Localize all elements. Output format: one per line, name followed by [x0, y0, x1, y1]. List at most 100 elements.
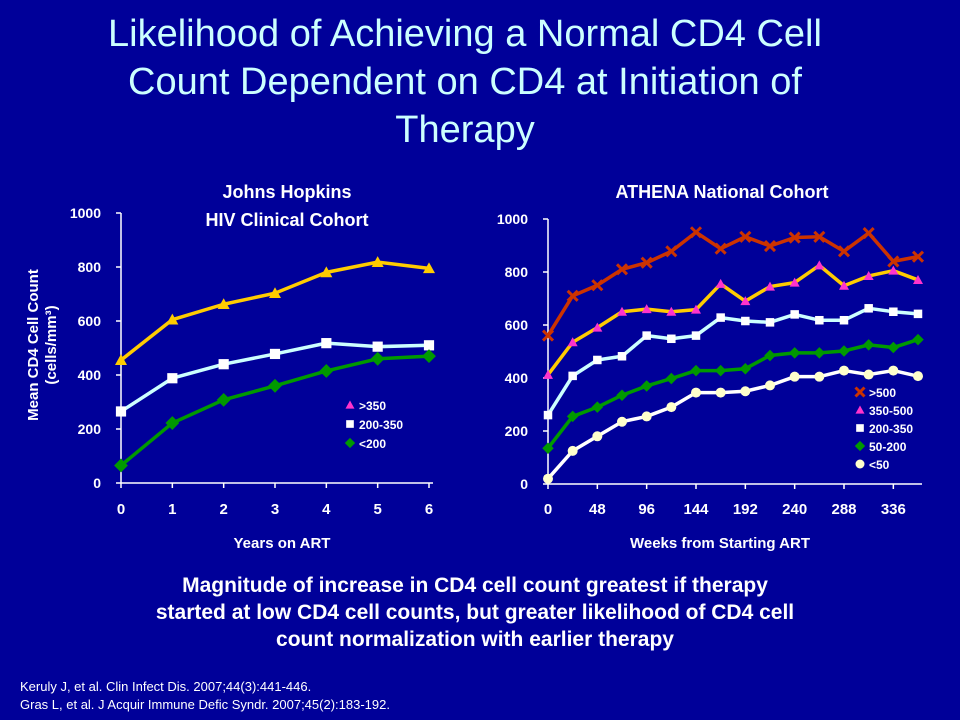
data-point [166, 313, 179, 325]
data-point [640, 380, 653, 392]
legend-marker-stroke [854, 386, 866, 398]
chart-title: Johns Hopkins [222, 182, 351, 202]
data-point [665, 245, 678, 258]
series-line [546, 263, 919, 376]
y-tick-label: 800 [78, 259, 102, 275]
x-tick-label: 96 [638, 501, 655, 518]
data-point-stroke [615, 263, 629, 276]
x-tick-label: 288 [831, 501, 856, 518]
x-axis-label: Weeks from Starting ART [630, 535, 810, 552]
data-point [370, 351, 385, 366]
data-point [568, 371, 577, 381]
data-point-stroke [788, 231, 801, 244]
x-tick-label: 144 [683, 501, 709, 518]
data-point [642, 331, 651, 340]
data-point [790, 310, 799, 319]
legend-marker [344, 437, 356, 449]
data-point [839, 315, 849, 325]
slide-title: Likelihood of Achieving a Normal CD4 Cel… [0, 10, 930, 154]
legend-marker [855, 405, 865, 414]
legend-label: <50 [869, 458, 890, 472]
data-point [691, 304, 701, 314]
data-point [863, 270, 874, 280]
data-point [115, 406, 127, 417]
y-tick-label: 1000 [497, 211, 528, 227]
data-point [911, 250, 925, 263]
data-point [641, 411, 652, 422]
slide-title-line: Therapy [395, 109, 535, 151]
data-point [815, 315, 824, 325]
data-point [813, 347, 826, 359]
data-point [765, 380, 775, 391]
reference-line: Gras L, et al. J Acquir Immune Defic Syn… [20, 697, 390, 712]
data-point [616, 389, 628, 401]
data-point [837, 245, 851, 258]
data-point [320, 266, 333, 278]
data-point [740, 386, 751, 397]
data-point [591, 401, 604, 413]
data-point [541, 329, 555, 342]
chart-title: HIV Clinical Cohort [205, 210, 368, 230]
slide-title-line: Likelihood of Achieving a Normal CD4 Cel… [108, 13, 822, 55]
y-tick-label: 800 [505, 264, 529, 280]
data-point [617, 416, 627, 427]
caption-line: count normalization with earlier therapy [276, 628, 674, 651]
data-point-stroke [566, 289, 579, 302]
y-tick-label: 600 [78, 313, 102, 329]
y-tick-label: 400 [78, 367, 102, 383]
data-point [690, 364, 702, 377]
x-tick-label: 2 [219, 501, 227, 518]
data-point [913, 274, 923, 284]
y-tick-label: 0 [520, 476, 528, 492]
series-line [546, 368, 919, 480]
data-point [543, 369, 553, 379]
data-point [371, 256, 384, 267]
data-point [165, 416, 180, 430]
data-point [319, 364, 334, 378]
data-point [740, 296, 751, 306]
x-tick-label: 336 [881, 501, 906, 518]
data-point-stroke [689, 226, 703, 239]
series-line [546, 337, 919, 450]
data-point [566, 410, 579, 423]
data-point [567, 445, 578, 456]
data-point [714, 364, 727, 377]
caption-line: started at low CD4 cell counts, but grea… [155, 601, 795, 624]
x-axis-label: Years on ART [234, 535, 331, 552]
x-tick-label: 192 [733, 501, 758, 518]
y-tick-label: 0 [93, 475, 101, 491]
data-point [912, 333, 924, 346]
data-point-stroke [763, 239, 777, 253]
data-point [814, 371, 825, 382]
data-point-stroke [813, 230, 826, 243]
legend-marker [856, 424, 864, 432]
data-point [889, 307, 898, 316]
data-point [268, 378, 282, 393]
legend-label: >350 [359, 399, 386, 413]
data-point [863, 369, 874, 380]
data-point-stroke [887, 255, 900, 268]
data-point-stroke [714, 242, 727, 255]
data-point [422, 349, 436, 363]
caption-line: Magnitude of increase in CD4 cell count … [182, 574, 768, 597]
data-point [888, 365, 899, 376]
data-point [788, 231, 801, 244]
data-point [715, 387, 726, 398]
data-point [814, 260, 825, 270]
data-point-stroke [911, 250, 925, 263]
data-point [269, 287, 281, 298]
data-point-stroke [665, 245, 678, 258]
slide-title-line: Count Dependent on CD4 at Initiation of [128, 61, 802, 103]
data-point [739, 230, 752, 243]
data-point [813, 230, 826, 243]
data-point [691, 387, 701, 398]
data-point [423, 262, 435, 274]
y-tick-label: 200 [78, 421, 102, 437]
data-point [615, 263, 629, 276]
y-tick-label: 400 [505, 370, 529, 386]
data-point [591, 279, 604, 292]
data-point [372, 341, 383, 352]
data-point [839, 365, 849, 376]
data-point [913, 371, 923, 382]
data-point [765, 281, 775, 291]
